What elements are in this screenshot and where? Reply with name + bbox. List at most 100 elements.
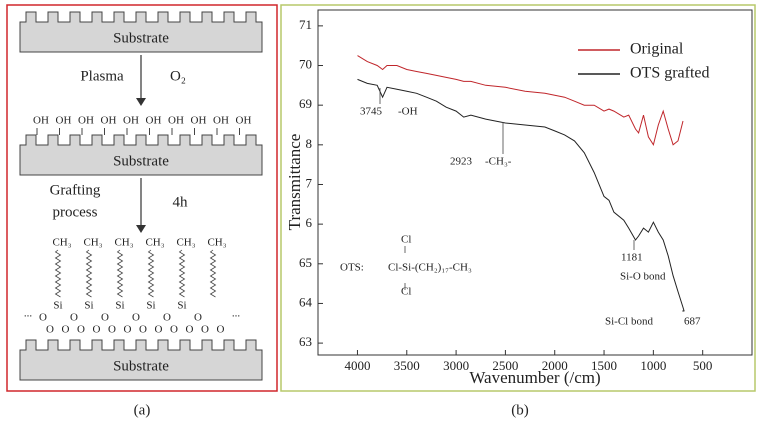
y-tick-label: 8 [306,136,313,151]
y-tick-label: 7 [306,175,313,190]
methyl: CH₃ [52,237,71,249]
oxygen: O [62,324,70,336]
oxygen: O [93,324,101,336]
annotation: Si-O bond [620,271,666,283]
alkyl-chain [85,249,93,298]
oxygen: O [46,324,54,336]
silicon: Si [115,300,124,312]
annotation: -OH [398,106,418,118]
x-tick-label: 1500 [591,358,617,373]
oxygen: O [132,312,140,324]
annotation: Cl [401,286,411,298]
step-label: Plasma [80,68,124,84]
methyl: CH₃ [207,237,226,249]
hydroxyl: OH [168,115,184,127]
y-tick-label: 65 [299,255,312,270]
oxygen: O [70,312,78,324]
series-line [357,78,685,312]
step-gas: O₂ [170,68,186,84]
y-tick-label: 64 [299,294,313,309]
caption-a: (a) [134,402,151,418]
annotation: 2923 [450,156,473,168]
x-axis-label: Wavenumber (/cm) [469,368,600,387]
alkyl-chain [178,249,186,298]
silicon: Si [53,300,62,312]
hydroxyl: OH [78,115,94,127]
alkyl-chain [116,249,124,298]
annotation: Si-Cl bond [605,316,653,328]
oxygen: O [39,312,47,324]
y-axis-label: Transmittance [285,134,304,231]
hydroxyl: OH [146,115,162,127]
annotation: -CH₃- [485,156,512,168]
alkyl-chain [54,249,62,298]
y-tick-label: 71 [299,17,312,32]
x-tick-label: 3500 [394,358,420,373]
annotation: 687 [684,316,701,328]
hydroxyl: OH [56,115,72,127]
arrow-head [136,98,146,106]
alkyl-chain [147,249,155,298]
series-line [357,55,684,147]
x-tick-label: 2000 [542,358,568,373]
oxygen: O [101,312,109,324]
y-tick-label: 69 [299,96,312,111]
y-tick-label: 6 [306,215,313,230]
substrate [19,339,263,381]
methyl: CH₃ [145,237,164,249]
arrow-head [136,225,146,233]
substrate-label: Substrate [113,30,169,46]
hydroxyl: OH [101,115,117,127]
hydroxyl: OH [191,115,207,127]
x-tick-label: 1000 [640,358,666,373]
ellipsis: ... [232,308,241,320]
legend-label: OTS grafted [630,65,710,82]
step-label: process [53,204,98,220]
legend-label: Original [630,41,684,58]
methyl: CH₃ [176,237,195,249]
oxygen: O [108,324,116,336]
annotation: Cl-Si-(CH₂)₁₇-CH₃ [388,262,472,274]
x-tick-label: 3000 [443,358,469,373]
methyl: CH₃ [83,237,102,249]
panel-b-frame [280,4,756,392]
annotation: 3745 [360,106,383,118]
substrate-label: Substrate [113,358,169,374]
oxygen: O [201,324,209,336]
panel-a-frame [6,4,278,392]
substrate [19,11,263,53]
alkyl-chain [209,249,217,298]
annotation: OTS: [340,262,364,274]
panel-a: Substrate Plasma O₂ OH OH OH OH OH OH OH OH OH OH Sub… [19,11,263,381]
oxygen: O [186,324,194,336]
hydroxyl: OH [236,115,252,127]
hydroxyl: OH [213,115,229,127]
oxygen: O [170,324,178,336]
annotation: 1181 [621,252,643,264]
x-tick-label: 2500 [492,358,518,373]
caption-b: (b) [511,402,529,418]
annotation: Cl [401,234,411,246]
panel-b: 71 70 69 8 7 6 65 64 63 4000 3500 3000 2500 2000 1500 1… [285,9,753,387]
x-tick-label: 4000 [344,358,370,373]
methyl: CH₃ [114,237,133,249]
silicon: Si [146,300,155,312]
oxygen: O [217,324,225,336]
substrate [19,134,263,176]
step-label: Grafting [50,182,101,198]
y-tick-label: 63 [299,334,312,349]
plot-frame [317,9,753,356]
step-time: 4h [173,194,189,210]
oxygen: O [194,312,202,324]
silicon: Si [177,300,186,312]
ellipsis: ... [24,308,33,320]
oxygen: O [124,324,132,336]
x-tick-label: 500 [693,358,713,373]
substrate-label: Substrate [113,153,169,169]
silicon: Si [84,300,93,312]
oxygen: O [155,324,163,336]
oxygen: O [139,324,147,336]
hydroxyl: OH [123,115,139,127]
oxygen: O [163,312,171,324]
